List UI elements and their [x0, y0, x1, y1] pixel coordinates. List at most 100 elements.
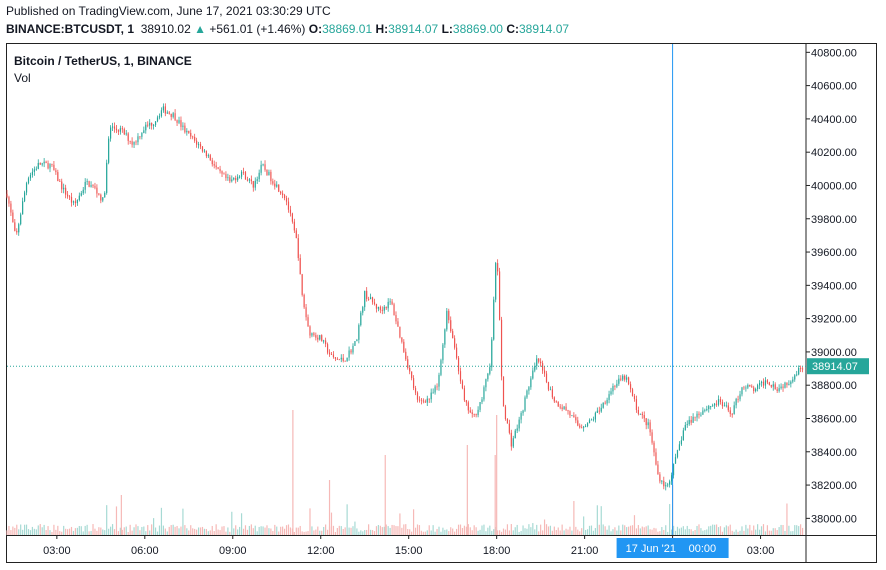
candle-body	[182, 125, 184, 127]
volume-bar	[37, 525, 39, 535]
chart-frame[interactable]	[6, 43, 877, 563]
candle-body	[248, 179, 250, 181]
candle-body	[471, 412, 473, 414]
volume-bar	[121, 529, 123, 535]
volume-bar	[246, 529, 249, 535]
candle-body	[563, 406, 565, 409]
volume-bar	[266, 525, 268, 535]
volume-bar	[168, 526, 170, 535]
candle-body	[145, 124, 147, 131]
volume-bar	[68, 528, 71, 535]
volume-bar	[770, 530, 772, 535]
candle-body	[469, 410, 471, 413]
candle-body	[366, 290, 368, 299]
candle-body	[354, 341, 356, 346]
volume-bar	[43, 524, 45, 535]
volume-bar	[6, 530, 8, 535]
last-price-tag-label: 38914.07	[812, 361, 858, 373]
candle-body	[710, 406, 712, 407]
candle-body	[538, 358, 540, 362]
crosshair-time-label: 00:00	[689, 543, 717, 555]
volume-bar	[381, 527, 383, 535]
candle-body	[143, 130, 145, 134]
symbol-label: BINANCE:BTCUSDT, 1	[6, 22, 135, 36]
candle-body	[704, 410, 706, 411]
volume-bar	[698, 524, 700, 535]
candle-body	[39, 162, 41, 165]
candle-body	[747, 384, 749, 388]
volume-bar	[708, 526, 710, 535]
volume-bar	[346, 504, 348, 535]
candle-body	[786, 382, 788, 386]
volume-bar	[530, 527, 532, 535]
candle-body	[592, 419, 595, 421]
x-tick-label: 12:00	[307, 545, 335, 557]
volume-spike	[496, 415, 498, 535]
candle-body	[328, 352, 331, 355]
candle-body	[23, 192, 26, 202]
volume-bar	[336, 528, 338, 535]
candle-body	[121, 128, 123, 130]
volume-bar	[16, 524, 18, 535]
volume-bar	[172, 524, 174, 535]
candle-body	[160, 110, 163, 117]
candle-body	[303, 294, 305, 308]
candle-body	[473, 413, 475, 415]
volume-bar	[340, 526, 342, 535]
candle-body	[532, 370, 534, 379]
candle-body	[209, 155, 211, 161]
x-tick-label: 21:00	[571, 545, 599, 557]
candle-body	[543, 370, 546, 374]
x-tick-label: 03:00	[747, 545, 775, 557]
candle-body	[692, 416, 694, 423]
candle-body	[305, 307, 307, 318]
candle-body	[96, 187, 98, 194]
volume-bar	[710, 525, 712, 535]
volume-bar	[626, 527, 628, 535]
candle-body	[389, 301, 391, 303]
volume-bar	[461, 528, 464, 535]
volume-bar	[229, 531, 231, 535]
candle-body	[334, 357, 336, 359]
candle-body	[455, 347, 458, 358]
volume-bar	[403, 524, 405, 535]
volume-bar	[573, 501, 575, 535]
y-tick-label: 40800.00	[811, 47, 857, 59]
candle-body	[104, 192, 106, 198]
volume-bar	[123, 527, 125, 535]
candle-body	[86, 181, 88, 182]
candle-body	[768, 382, 770, 385]
volume-bar	[352, 526, 354, 535]
volume-bar	[790, 531, 792, 535]
volume-bar	[311, 526, 313, 535]
x-tick-label: 03:00	[43, 545, 71, 557]
volume-bar	[180, 526, 182, 535]
volume-bar	[119, 527, 121, 535]
candle-body	[706, 409, 708, 411]
volume-bar	[299, 525, 301, 535]
candle-body	[721, 402, 724, 407]
volume-bar	[330, 512, 333, 535]
volume-bar	[784, 530, 786, 535]
candle-body	[399, 326, 401, 338]
volume-bar	[590, 525, 593, 535]
volume-bar	[624, 525, 626, 535]
volume-bar	[504, 529, 507, 535]
volume-bar	[129, 524, 131, 535]
candle-body	[53, 164, 55, 171]
candle-body	[242, 171, 245, 173]
candle-body	[524, 397, 526, 411]
volume-bar	[411, 531, 413, 535]
candle-body	[672, 463, 675, 476]
candle-body	[528, 387, 530, 391]
candle-body	[35, 168, 37, 170]
candle-body	[338, 359, 340, 361]
candle-body	[213, 164, 215, 166]
candle-body	[317, 337, 319, 340]
candle-body	[459, 371, 462, 382]
volume-bar	[57, 525, 59, 535]
candle-body	[424, 401, 426, 403]
candle-body	[164, 106, 166, 114]
volume-bar	[665, 525, 667, 535]
